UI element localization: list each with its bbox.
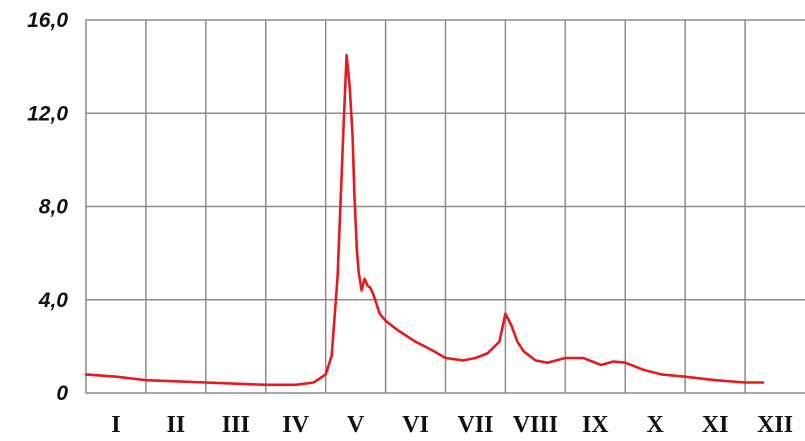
y-tick-label: 4,0: [38, 289, 69, 312]
x-tick-label: VIII: [513, 412, 558, 438]
x-tick-label: XII: [757, 412, 793, 438]
x-tick-label: XI: [702, 412, 729, 438]
x-axis-ticks: I II III IV V VI VII VIII IX X XI XII: [111, 412, 793, 438]
y-tick-label: 0: [56, 382, 68, 405]
x-tick-label: III: [222, 412, 250, 438]
x-tick-label: X: [647, 412, 665, 438]
x-tick-label: II: [167, 412, 186, 438]
y-tick-label: 8,0: [39, 196, 69, 219]
x-tick-label: VII: [457, 412, 493, 438]
x-tick-label: IV: [282, 412, 309, 438]
series-line: [84, 53, 765, 387]
x-tick-label: I: [111, 412, 120, 438]
y-axis-ticks: 0 4,0 8,0 12,0 16,0: [27, 9, 68, 405]
x-tick-label: IX: [582, 412, 609, 438]
y-tick-label: 12,0: [27, 102, 68, 125]
horizontal-gridlines: [86, 112, 805, 301]
x-tick-label: V: [347, 412, 365, 438]
x-tick-label: VI: [402, 412, 429, 438]
plot-frame: [85, 19, 805, 394]
y-tick-label: 16,0: [27, 9, 68, 32]
